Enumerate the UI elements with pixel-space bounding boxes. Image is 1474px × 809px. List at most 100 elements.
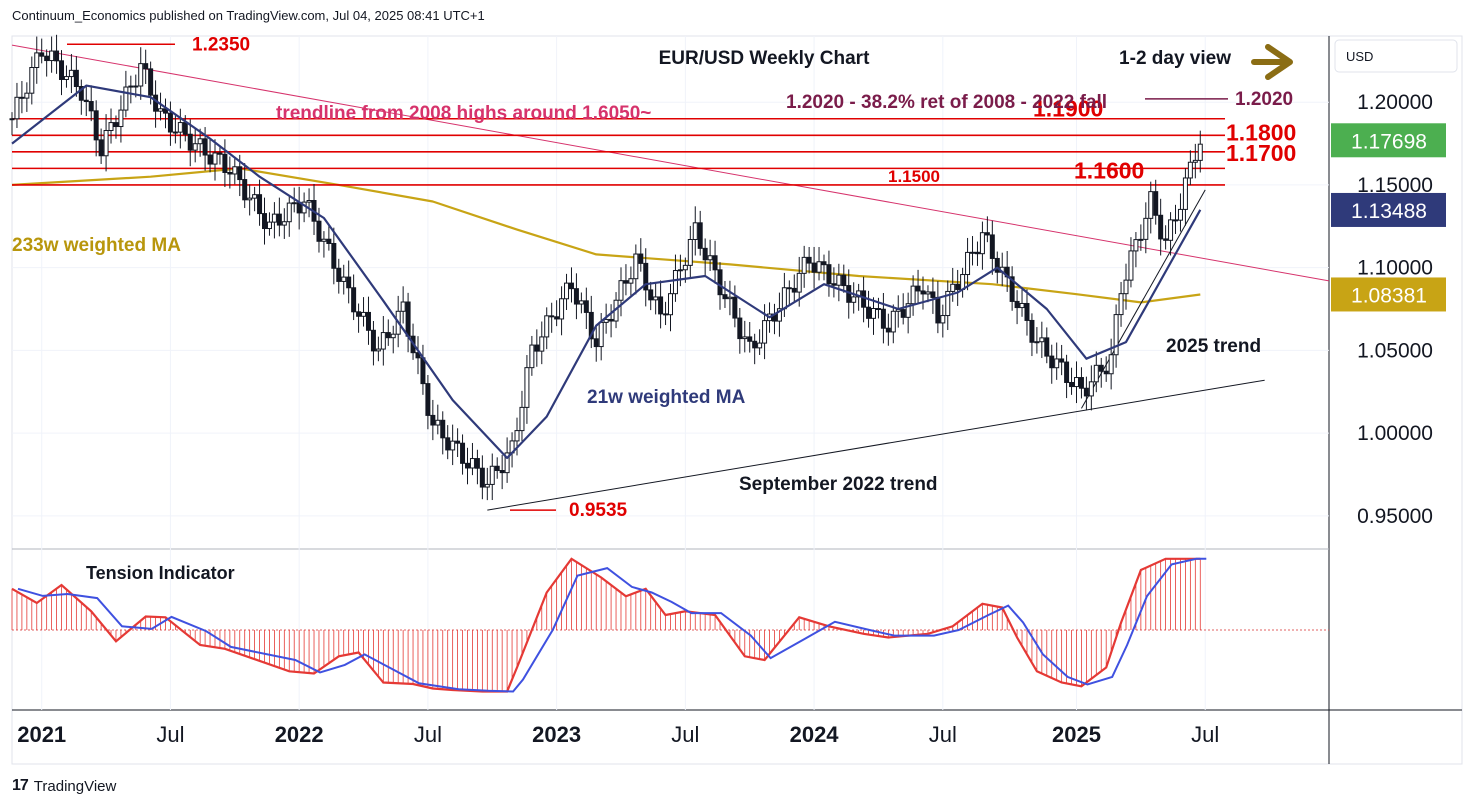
candle-body	[915, 285, 921, 292]
candle-body	[1108, 354, 1114, 375]
candle-body	[400, 301, 406, 312]
candle-body	[187, 133, 193, 151]
price-tick-label: 1.00000	[1357, 422, 1433, 445]
candle-body	[1009, 276, 1015, 302]
level-label-1-1800: 1.1800	[1226, 119, 1296, 145]
candle-body	[950, 283, 956, 292]
candle-body	[182, 122, 188, 135]
candle-body	[1093, 364, 1099, 383]
candle-body	[479, 467, 485, 488]
candle-body	[816, 261, 822, 273]
candles-group	[9, 34, 1203, 501]
candle-body	[385, 332, 391, 339]
candle-body	[143, 63, 149, 70]
candle-body	[564, 282, 570, 300]
candle-body	[875, 308, 881, 311]
candle-body	[68, 69, 74, 78]
candle-body	[247, 197, 253, 201]
candle-body	[19, 96, 25, 99]
tradingview-footer[interactable]: 17 TradingView	[12, 777, 116, 795]
candle-body	[54, 50, 60, 62]
candle-body	[885, 327, 891, 333]
candle-body	[702, 247, 708, 261]
candle-body	[1059, 358, 1065, 363]
time-tick-label: Jul	[671, 722, 699, 747]
trendline	[1081, 189, 1206, 409]
candle-body	[707, 255, 713, 261]
candle-body	[970, 251, 976, 254]
price-badge-label: 1.08381	[1351, 284, 1427, 307]
candle-body	[356, 311, 362, 317]
candle-body	[271, 213, 277, 223]
time-tick-label: Jul	[1191, 722, 1219, 747]
candle-body	[905, 303, 911, 318]
candle-body	[648, 289, 654, 301]
price-axis[interactable]: 0.95000 1.00000 1.05000 1.10000 1.15000 1.200…	[1331, 91, 1446, 528]
candle-body	[474, 458, 480, 469]
candle-body	[390, 333, 396, 339]
candle-body	[1197, 143, 1203, 161]
candle-body	[1163, 238, 1169, 241]
candle-body	[361, 311, 367, 317]
candle-body	[460, 442, 466, 464]
candle-body	[78, 86, 84, 101]
candle-body	[682, 264, 688, 271]
candle-body	[1133, 239, 1139, 252]
price-tick-label: 1.10000	[1357, 257, 1433, 280]
candle-body	[583, 300, 589, 313]
candle-body	[529, 344, 535, 369]
candle-body	[63, 76, 69, 80]
candle-body	[286, 202, 292, 223]
candle-body	[450, 440, 456, 451]
candle-body	[791, 287, 797, 293]
candle-body	[836, 274, 842, 286]
candle-body	[1173, 219, 1179, 222]
candle-body	[935, 296, 941, 324]
candle-body	[266, 221, 272, 230]
candle-body	[494, 465, 500, 472]
time-tick-label: 2025	[1052, 722, 1101, 747]
candle-body	[1192, 159, 1198, 163]
candle-body	[113, 122, 119, 128]
candle-body	[866, 306, 872, 319]
candle-body	[380, 332, 386, 350]
candle-body	[375, 348, 381, 352]
candle-body	[29, 67, 35, 94]
candle-body	[994, 257, 1000, 273]
candle-body	[638, 253, 644, 264]
high-label: 1.2350	[192, 34, 250, 55]
candle-body	[514, 430, 520, 442]
currency-label: USD	[1346, 49, 1373, 64]
candle-body	[192, 143, 198, 151]
candle-body	[14, 96, 20, 120]
candle-body	[1064, 361, 1070, 383]
candle-body	[519, 406, 525, 432]
candle-body	[653, 296, 659, 301]
time-tick-label: Jul	[929, 722, 957, 747]
candle-body	[172, 131, 178, 134]
view-label: 1-2 day view	[1119, 48, 1231, 69]
candle-body	[796, 272, 802, 293]
candle-body	[732, 296, 738, 319]
candle-body	[1103, 370, 1109, 375]
candle-body	[658, 296, 664, 315]
candle-body	[212, 152, 218, 165]
tradingview-logo-icon: 17	[12, 777, 29, 794]
ma-233w-line	[11, 167, 1201, 304]
candle-body	[445, 437, 451, 451]
candle-body	[623, 280, 629, 284]
currency-button[interactable]	[1334, 39, 1458, 73]
time-axis[interactable]: 2021 Jul 2022 Jul 2023 Jul 2024 Jul 2025 Jul	[17, 722, 1219, 747]
tension-indicator-title: Tension Indicator	[86, 563, 235, 583]
candle-body	[742, 336, 748, 340]
candle-body	[663, 313, 669, 316]
time-tick-label: Jul	[156, 722, 184, 747]
trendline-note: trendline from 2008 highs around 1.6050~	[276, 103, 651, 124]
candle-body	[83, 99, 89, 103]
candle-body	[1153, 191, 1159, 216]
candle-body	[672, 270, 678, 295]
candle-body	[955, 283, 961, 290]
candle-body	[593, 338, 599, 348]
